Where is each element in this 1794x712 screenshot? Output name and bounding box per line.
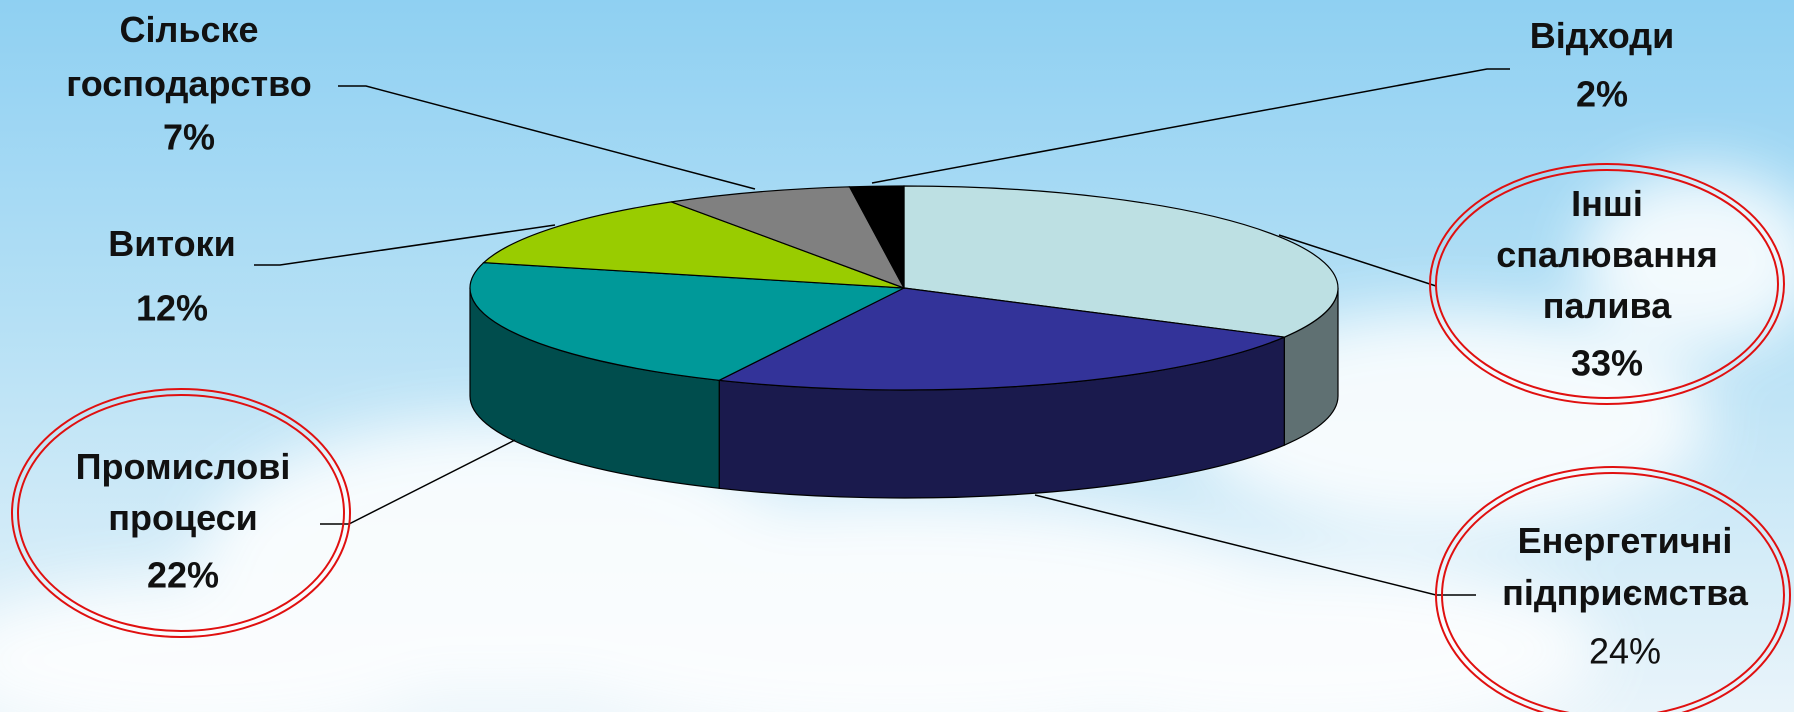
slice [482, 201, 905, 289]
highlight-ring [1435, 466, 1791, 712]
category-label: Промислові процеси [76, 446, 291, 538]
labels: Інші спалювання палива 33% Енергетичні підпри… [66, 9, 1749, 672]
highlight-ring [17, 394, 345, 632]
pie [469, 185, 1339, 499]
leader-line [254, 224, 556, 266]
slice [469, 262, 907, 381]
slice [717, 287, 1287, 391]
slice [903, 185, 1339, 338]
leader-line [871, 68, 1510, 184]
highlight-ring [1435, 169, 1779, 399]
category-label: Сільске господарство [66, 9, 311, 104]
category-label: Відходи [1530, 15, 1674, 56]
category-label: Інші спалювання палива [1496, 183, 1718, 326]
highlight-ring [1429, 163, 1785, 405]
category-label: Витоки [108, 223, 235, 264]
category-label: Енергетичні підприємства [1502, 520, 1749, 613]
value-label: 12% [136, 288, 208, 329]
value-label: 2% [1576, 74, 1628, 115]
clouds [0, 170, 1794, 712]
leader-line [1278, 234, 1437, 287]
value-label: 33% [1571, 343, 1643, 384]
slice [848, 185, 905, 289]
highlight-ring [11, 388, 351, 638]
value-label: 22% [147, 555, 219, 596]
leader-line [338, 85, 756, 190]
value-label: 24% [1589, 631, 1661, 672]
value-label: 7% [163, 117, 215, 158]
slice [671, 186, 906, 290]
highlight-rings [11, 163, 1791, 712]
highlight-ring [1441, 472, 1785, 712]
